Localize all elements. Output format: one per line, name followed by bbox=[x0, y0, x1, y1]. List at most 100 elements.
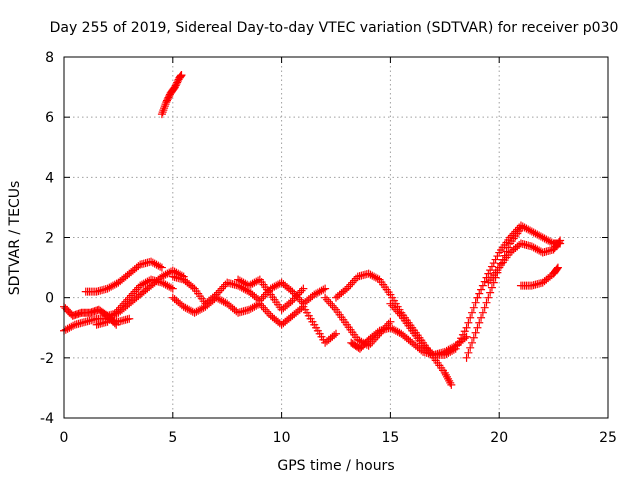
data-point bbox=[157, 110, 166, 119]
data-point bbox=[194, 306, 203, 315]
data-point bbox=[177, 71, 186, 80]
data-point bbox=[388, 301, 397, 310]
series-track-8 bbox=[168, 293, 340, 347]
data-point bbox=[293, 290, 302, 299]
data-point bbox=[526, 226, 535, 235]
data-point bbox=[355, 336, 364, 345]
y-tick-labels: -4 -2 0 2 4 6 8 bbox=[40, 50, 54, 427]
data-point bbox=[480, 277, 489, 286]
data-point bbox=[531, 229, 540, 238]
data-point bbox=[143, 277, 152, 286]
chart-title: Day 255 of 2019, Sidereal Day-to-day VTE… bbox=[50, 20, 619, 36]
data-point bbox=[482, 298, 491, 307]
data-point bbox=[132, 293, 141, 302]
data-point bbox=[471, 298, 480, 307]
data-point bbox=[552, 265, 561, 274]
data-point bbox=[324, 297, 333, 306]
plot-frame bbox=[63, 56, 609, 419]
data-point bbox=[513, 225, 522, 234]
data-point bbox=[108, 281, 117, 290]
data-point bbox=[536, 279, 545, 288]
x-tick-label: 15 bbox=[381, 430, 399, 446]
data-point bbox=[188, 283, 197, 292]
data-point bbox=[116, 303, 125, 312]
data-point bbox=[166, 283, 175, 292]
data-point bbox=[295, 288, 304, 297]
x-tick-label: 0 bbox=[60, 430, 69, 446]
data-point bbox=[257, 294, 266, 303]
data-point bbox=[259, 303, 268, 312]
data-point bbox=[254, 276, 263, 285]
data-point bbox=[159, 106, 168, 115]
data-point bbox=[297, 286, 306, 295]
data-point bbox=[79, 318, 88, 327]
data-point bbox=[466, 313, 475, 322]
data-point bbox=[319, 285, 328, 294]
data-point bbox=[168, 284, 177, 293]
data-point bbox=[478, 281, 487, 290]
data-point bbox=[464, 348, 473, 357]
data-point bbox=[486, 266, 495, 275]
data-point bbox=[438, 366, 447, 375]
data-point bbox=[536, 232, 545, 241]
data-point bbox=[284, 299, 293, 308]
data-point bbox=[551, 266, 560, 275]
data-point bbox=[555, 238, 564, 247]
data-point bbox=[107, 313, 116, 322]
data-point bbox=[529, 228, 538, 237]
data-point bbox=[513, 242, 522, 251]
data-point bbox=[196, 305, 204, 314]
data-point bbox=[487, 262, 496, 271]
data-point bbox=[504, 236, 513, 245]
data-point bbox=[127, 291, 136, 300]
data-point bbox=[475, 318, 484, 327]
data-point bbox=[445, 376, 454, 385]
data-point bbox=[444, 374, 453, 383]
data-point bbox=[234, 275, 243, 284]
data-point bbox=[393, 307, 402, 316]
data-point bbox=[484, 293, 493, 302]
data-point bbox=[368, 271, 377, 280]
data-point bbox=[446, 347, 455, 356]
data-point bbox=[328, 332, 337, 341]
data-point bbox=[243, 306, 252, 315]
data-point bbox=[344, 282, 353, 291]
series-track-10 bbox=[321, 293, 395, 350]
data-point bbox=[326, 299, 335, 308]
data-point bbox=[447, 380, 456, 389]
data-point bbox=[533, 230, 542, 239]
data-point bbox=[261, 305, 270, 314]
data-point bbox=[484, 269, 493, 278]
data-point bbox=[321, 293, 330, 302]
data-point bbox=[522, 224, 531, 233]
data-point bbox=[158, 108, 167, 117]
data-point bbox=[478, 308, 487, 317]
data-point bbox=[160, 102, 169, 111]
data-point bbox=[321, 284, 330, 293]
data-point bbox=[473, 293, 482, 302]
data-point bbox=[235, 276, 244, 285]
y-tick-label: 4 bbox=[45, 170, 54, 186]
data-point bbox=[444, 348, 453, 357]
data-point bbox=[176, 299, 185, 308]
data-point bbox=[453, 341, 462, 350]
data-point bbox=[417, 339, 426, 348]
data-point bbox=[366, 270, 375, 279]
data-point bbox=[254, 300, 263, 309]
data-point bbox=[370, 272, 379, 281]
data-point bbox=[190, 308, 199, 317]
data-point bbox=[125, 293, 134, 302]
data-point bbox=[286, 286, 295, 295]
data-point bbox=[252, 293, 261, 302]
data-point bbox=[312, 289, 321, 298]
data-point bbox=[263, 307, 272, 316]
data-point bbox=[192, 307, 201, 316]
data-point bbox=[121, 272, 130, 281]
data-point bbox=[393, 327, 402, 336]
data-point bbox=[469, 333, 478, 342]
data-point bbox=[350, 276, 359, 285]
data-point bbox=[404, 335, 413, 344]
data-point bbox=[108, 311, 117, 320]
x-tick-label: 20 bbox=[490, 430, 508, 446]
data-point bbox=[471, 328, 480, 337]
